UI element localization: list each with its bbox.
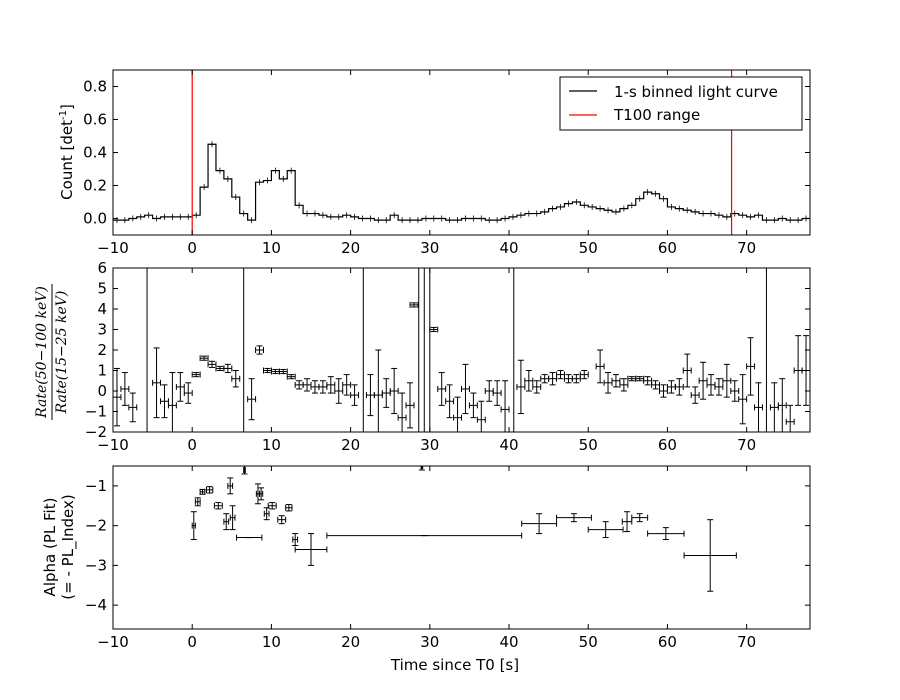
hardness-ylabel-numerator: Rate(50−100 keV) bbox=[34, 286, 50, 419]
y-tick-label: 1 bbox=[97, 362, 107, 380]
x-tick-label: 50 bbox=[579, 633, 598, 651]
x-tick-label: 0 bbox=[187, 436, 197, 454]
y-tick-label: −2 bbox=[85, 517, 107, 535]
lightcurve-marks bbox=[113, 70, 810, 235]
alpha-ylabel-line1: Alpha (PL Fit) bbox=[41, 498, 59, 597]
x-tick-label: 60 bbox=[658, 436, 677, 454]
y-tick-label: −1 bbox=[85, 477, 107, 495]
y-tick-label: −2 bbox=[85, 423, 107, 441]
y-tick-label: 5 bbox=[97, 280, 107, 298]
y-tick-label: −1 bbox=[85, 403, 107, 421]
legend-frame bbox=[559, 76, 803, 131]
alpha-axes-frame bbox=[112, 465, 811, 630]
alpha-ticks: −10 0 10 20 30 40 50 60 70 −4 −3 −2 −1 bbox=[85, 466, 810, 651]
x-tick-label: 50 bbox=[579, 239, 598, 257]
x-tick-label: 60 bbox=[658, 633, 677, 651]
x-tick-label: −10 bbox=[97, 239, 129, 257]
x-tick-label: 40 bbox=[499, 239, 518, 257]
hardness-ylabel: Rate(50−100 keV) Rate(15−25 keV) bbox=[34, 284, 70, 420]
x-tick-label: 20 bbox=[341, 436, 360, 454]
x-tick-label: 70 bbox=[737, 436, 756, 454]
lightcurve-legend: 1-s binned light curve T100 range bbox=[559, 76, 803, 131]
x-tick-label: 30 bbox=[420, 633, 439, 651]
y-tick-label: 2 bbox=[97, 341, 107, 359]
x-tick-label: 40 bbox=[499, 436, 518, 454]
legend-label-lightcurve: 1-s binned light curve bbox=[614, 83, 778, 101]
x-tick-label: 30 bbox=[420, 239, 439, 257]
y-tick-label: 0.4 bbox=[83, 144, 107, 162]
x-tick-label: 70 bbox=[737, 239, 756, 257]
legend-label-t100: T100 range bbox=[613, 106, 700, 124]
x-tick-label: 40 bbox=[499, 633, 518, 651]
y-tick-label: 0.2 bbox=[83, 177, 107, 195]
lightcurve-line bbox=[113, 143, 810, 221]
x-tick-label: 70 bbox=[737, 633, 756, 651]
x-tick-label: 20 bbox=[341, 239, 360, 257]
x-tick-label: −10 bbox=[97, 436, 129, 454]
lightcurve-panel: −10 0 10 20 30 40 50 60 70 0.0 0.2 0.4 0.6 0.8 Count … bbox=[58, 69, 811, 257]
x-tick-label: 10 bbox=[262, 239, 281, 257]
alpha-panel: −10 0 10 20 30 40 50 60 70 −4 −3 −2 −1 Alpha (PL Fit… bbox=[41, 465, 811, 674]
hardness-ylabel-denominator: Rate(15−25 keV) bbox=[54, 291, 70, 415]
y-tick-label: 0.8 bbox=[83, 78, 107, 96]
alpha-marks bbox=[190, 466, 737, 592]
x-tick-label: 0 bbox=[187, 633, 197, 651]
x-tick-label: −10 bbox=[97, 633, 129, 651]
y-tick-label: 0.0 bbox=[83, 210, 107, 228]
y-tick-label: −3 bbox=[85, 556, 107, 574]
x-tick-label: 60 bbox=[658, 239, 677, 257]
y-tick-label: 6 bbox=[97, 259, 107, 277]
y-tick-label: 4 bbox=[97, 300, 107, 318]
x-tick-label: 10 bbox=[262, 633, 281, 651]
x-tick-label: 50 bbox=[579, 436, 598, 454]
hardness-marks bbox=[113, 268, 810, 432]
x-tick-label: 0 bbox=[187, 239, 197, 257]
y-tick-label: 3 bbox=[97, 321, 107, 339]
y-tick-label: 0 bbox=[97, 382, 107, 400]
lightcurve-ylabel: Count [det-1] bbox=[58, 104, 76, 200]
lightcurve-ticks: −10 0 10 20 30 40 50 60 70 0.0 0.2 0.4 0.6 0.8 bbox=[83, 70, 810, 257]
x-tick-label: 30 bbox=[420, 436, 439, 454]
x-axis-label: Time since T0 [s] bbox=[390, 656, 519, 674]
x-tick-label: 20 bbox=[341, 633, 360, 651]
y-tick-label: 0.6 bbox=[83, 111, 107, 129]
x-tick-label: 10 bbox=[262, 436, 281, 454]
alpha-ylabel-line2: (= - PL_Index) bbox=[59, 494, 78, 599]
y-tick-label: −4 bbox=[85, 596, 107, 614]
